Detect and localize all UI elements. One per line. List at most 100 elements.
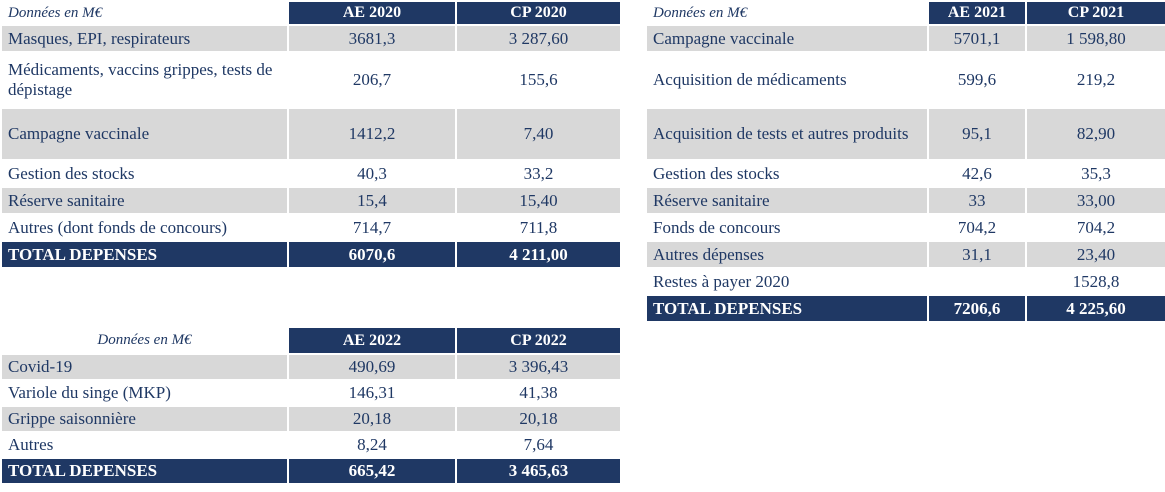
row-label: Réserve sanitaire [0, 186, 289, 215]
total-ae-value: 6070,6 [287, 240, 457, 269]
col-header-ae: AE 2021 [927, 0, 1027, 26]
unit-caption: Données en M€ [0, 0, 289, 26]
ae-value: 599,6 [927, 51, 1027, 109]
table-row: Autres dépenses 31,1 23,40 [645, 240, 1165, 269]
table-row: Covid-19 490,69 3 396,43 [0, 353, 622, 381]
cp-value: 7,40 [455, 107, 622, 161]
table-2020: Données en M€ AE 2020 CP 2020 Masques, E… [0, 0, 622, 269]
ae-value: 714,7 [287, 213, 457, 242]
table-row: Campagne vaccinale 5701,1 1 598,80 [645, 24, 1165, 53]
table-row: Réserve sanitaire 15,4 15,40 [0, 186, 622, 215]
table-row: Autres 8,24 7,64 [0, 431, 622, 459]
ae-value [927, 267, 1027, 296]
row-label: Acquisition de tests et autres produits [645, 107, 929, 161]
row-label: Gestion des stocks [0, 159, 289, 188]
row-label: Réserve sanitaire [645, 186, 929, 215]
ae-value: 31,1 [927, 240, 1027, 269]
total-row: TOTAL DEPENSES 6070,6 4 211,00 [0, 240, 622, 269]
cp-value: 41,38 [455, 379, 622, 407]
table-row: Gestion des stocks 40,3 33,2 [0, 159, 622, 188]
table-2021: Données en M€ AE 2021 CP 2021 Campagne v… [645, 0, 1165, 323]
unit-caption: Données en M€ [645, 0, 929, 26]
total-cp-value: 3 465,63 [455, 457, 622, 485]
ae-value: 1412,2 [287, 107, 457, 161]
cp-value: 82,90 [1025, 107, 1165, 161]
cp-value: 704,2 [1025, 213, 1165, 242]
row-label: Médicaments, vaccins grippes, tests de d… [0, 51, 289, 109]
header-row: Données en M€ AE 2022 CP 2022 [0, 326, 622, 355]
ae-value: 206,7 [287, 51, 457, 109]
total-label: TOTAL DEPENSES [0, 240, 289, 269]
row-label: Autres [0, 431, 289, 459]
ae-value: 95,1 [927, 107, 1027, 161]
row-label: Autres dépenses [645, 240, 929, 269]
row-label: Campagne vaccinale [645, 24, 929, 53]
table-row: Grippe saisonnière 20,18 20,18 [0, 405, 622, 433]
cp-value: 3 396,43 [455, 353, 622, 381]
cp-value: 155,6 [455, 51, 622, 109]
table-row: Médicaments, vaccins grippes, tests de d… [0, 51, 622, 109]
row-label: Variole du singe (MKP) [0, 379, 289, 407]
ae-value: 8,24 [287, 431, 457, 459]
ae-value: 490,69 [287, 353, 457, 381]
total-ae-value: 7206,6 [927, 294, 1027, 323]
table-row: Autres (dont fonds de concours) 714,7 71… [0, 213, 622, 242]
row-label: Restes à payer 2020 [645, 267, 929, 296]
row-label: Masques, EPI, respirateurs [0, 24, 289, 53]
table-row: Fonds de concours 704,2 704,2 [645, 213, 1165, 242]
total-row: TOTAL DEPENSES 7206,6 4 225,60 [645, 294, 1165, 323]
total-label: TOTAL DEPENSES [0, 457, 289, 485]
row-label: Covid-19 [0, 353, 289, 381]
cp-value: 15,40 [455, 186, 622, 215]
col-header-cp: CP 2022 [455, 326, 622, 355]
ae-value: 3681,3 [287, 24, 457, 53]
ae-value: 42,6 [927, 159, 1027, 188]
cp-value: 1528,8 [1025, 267, 1165, 296]
total-ae-value: 665,42 [287, 457, 457, 485]
cp-value: 219,2 [1025, 51, 1165, 109]
table-row: Acquisition de tests et autres produits … [645, 107, 1165, 161]
row-label: Autres (dont fonds de concours) [0, 213, 289, 242]
cp-value: 7,64 [455, 431, 622, 459]
table-row: Acquisition de médicaments 599,6 219,2 [645, 51, 1165, 109]
total-cp-value: 4 211,00 [455, 240, 622, 269]
table-2022: Données en M€ AE 2022 CP 2022 Covid-19 4… [0, 326, 622, 485]
cp-value: 3 287,60 [455, 24, 622, 53]
table-row: Réserve sanitaire 33 33,00 [645, 186, 1165, 215]
col-header-cp: CP 2020 [455, 0, 622, 26]
row-label: Fonds de concours [645, 213, 929, 242]
table-row: Variole du singe (MKP) 146,31 41,38 [0, 379, 622, 407]
table-row: Masques, EPI, respirateurs 3681,3 3 287,… [0, 24, 622, 53]
ae-value: 5701,1 [927, 24, 1027, 53]
cp-value: 1 598,80 [1025, 24, 1165, 53]
cp-value: 33,2 [455, 159, 622, 188]
ae-value: 704,2 [927, 213, 1027, 242]
ae-value: 20,18 [287, 405, 457, 433]
total-label: TOTAL DEPENSES [645, 294, 929, 323]
ae-value: 33 [927, 186, 1027, 215]
ae-value: 15,4 [287, 186, 457, 215]
col-header-ae: AE 2022 [287, 326, 457, 355]
col-header-cp: CP 2021 [1025, 0, 1165, 26]
cp-value: 711,8 [455, 213, 622, 242]
col-header-ae: AE 2020 [287, 0, 457, 26]
total-row: TOTAL DEPENSES 665,42 3 465,63 [0, 457, 622, 485]
cp-value: 33,00 [1025, 186, 1165, 215]
row-label: Gestion des stocks [645, 159, 929, 188]
table-row: Restes à payer 2020 1528,8 [645, 267, 1165, 296]
cp-value: 35,3 [1025, 159, 1165, 188]
cp-value: 23,40 [1025, 240, 1165, 269]
cp-value: 20,18 [455, 405, 622, 433]
header-row: Données en M€ AE 2021 CP 2021 [645, 0, 1165, 26]
total-cp-value: 4 225,60 [1025, 294, 1165, 323]
unit-caption: Données en M€ [0, 326, 289, 355]
table-row: Campagne vaccinale 1412,2 7,40 [0, 107, 622, 161]
row-label: Acquisition de médicaments [645, 51, 929, 109]
ae-value: 146,31 [287, 379, 457, 407]
header-row: Données en M€ AE 2020 CP 2020 [0, 0, 622, 26]
ae-value: 40,3 [287, 159, 457, 188]
table-row: Gestion des stocks 42,6 35,3 [645, 159, 1165, 188]
row-label: Campagne vaccinale [0, 107, 289, 161]
row-label: Grippe saisonnière [0, 405, 289, 433]
